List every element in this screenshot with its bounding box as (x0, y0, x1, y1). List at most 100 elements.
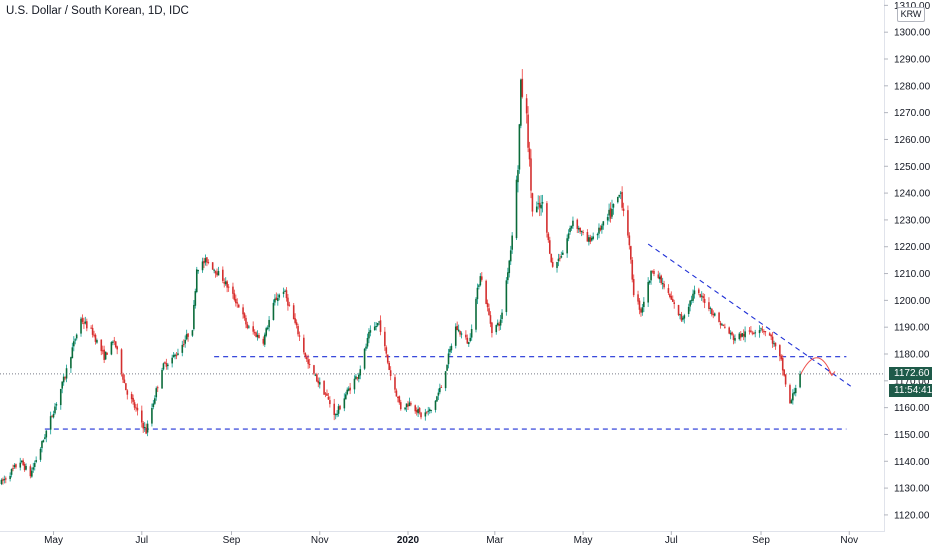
candle-body (774, 342, 777, 347)
currency-badge[interactable]: KRW (897, 7, 925, 22)
candle-body (165, 363, 168, 367)
candle-body (243, 313, 246, 318)
candle-body (317, 380, 320, 384)
candle-body (551, 261, 554, 267)
candle-body (444, 371, 447, 389)
price-tick-label: 1260.00 (894, 135, 931, 146)
candle-body (479, 276, 482, 286)
candle-body (376, 322, 379, 326)
candle-body (608, 209, 610, 216)
candle-body (346, 389, 349, 395)
candle-body (356, 377, 359, 379)
candle-body (773, 343, 775, 345)
candle-body (203, 260, 205, 264)
candle-body (395, 390, 398, 397)
candle-body (606, 217, 609, 221)
candle-body (677, 304, 680, 315)
candle-body (35, 460, 37, 462)
candle-body (763, 331, 765, 333)
candle-body (378, 321, 380, 323)
candle-body (194, 291, 197, 306)
candle-body (80, 318, 82, 334)
candle-body (682, 317, 684, 320)
candle-body (602, 221, 605, 226)
candle-body (770, 334, 772, 337)
candle-body (64, 377, 66, 379)
symbol-legend[interactable]: U.S. Dollar / South Korean, 1D, IDC (6, 5, 189, 17)
candle-body (253, 332, 256, 334)
candle-body (161, 369, 163, 389)
candle-body (13, 465, 16, 468)
price-tick-label: 1300.00 (894, 28, 931, 39)
projection-arrow[interactable] (799, 357, 833, 376)
candle-body (537, 203, 540, 205)
candle-body (457, 329, 460, 332)
candle-body (22, 460, 24, 466)
candle-body (650, 270, 652, 281)
candle-body (520, 79, 522, 126)
candle-body (184, 339, 186, 344)
candle-body (414, 405, 417, 412)
candle-body (540, 204, 542, 209)
candle-body (616, 196, 619, 203)
candle-body (598, 227, 600, 234)
candle-body (609, 208, 612, 219)
candle-body (466, 337, 469, 344)
candle-body (122, 374, 124, 380)
candle-body (344, 394, 347, 400)
candle-body (734, 338, 736, 341)
candle-body (42, 440, 45, 443)
drawing-annotations[interactable] (44, 243, 852, 430)
candle-body (631, 259, 634, 280)
candle-body (436, 396, 438, 402)
candle-body (527, 114, 529, 148)
candle-body (590, 237, 593, 241)
price-tick-label: 1140.00 (894, 457, 930, 468)
candle-body (388, 362, 390, 371)
candle-body (96, 340, 98, 343)
candle-body (12, 467, 14, 469)
candle-body (375, 326, 377, 328)
candle-body (517, 170, 519, 183)
candle-body (415, 410, 418, 413)
price-tick-label: 1130.00 (894, 484, 930, 495)
candle-body (143, 427, 146, 429)
candle-body (353, 378, 356, 390)
candle-body (789, 385, 791, 404)
candle-body (719, 322, 722, 326)
candle-body (525, 98, 528, 114)
candle-body (359, 369, 362, 376)
candle-body (297, 326, 299, 335)
price-tick-label: 1120.00 (894, 510, 930, 521)
candle-body (447, 353, 450, 365)
candle-body (316, 374, 318, 382)
candle-body (389, 370, 392, 377)
candle-body (486, 302, 489, 308)
candle-body (683, 315, 686, 319)
time-scale[interactable]: May Jul Sep Nov 2020 Mar May Jul Sep Nov (44, 531, 858, 546)
candle-body (201, 261, 204, 271)
candle-body (618, 194, 621, 197)
candle-body (779, 345, 781, 357)
candle-body (223, 282, 226, 284)
candle-body (439, 387, 441, 393)
candle-body (408, 402, 411, 407)
candle-body (671, 299, 674, 302)
candle-body (204, 258, 207, 263)
price-scale[interactable]: 1120.00 1130.00 1140.00 1150.00 1160.00 1170.… (884, 1, 931, 522)
candle-series[interactable] (0, 69, 801, 486)
candle-body (216, 272, 218, 276)
candle-body (417, 408, 419, 414)
candle-body (647, 282, 649, 303)
candle-body (703, 298, 706, 304)
candle-body (567, 233, 570, 239)
projection-arrow-head (828, 371, 836, 377)
candle-body (65, 368, 68, 379)
price-tick-label: 1270.00 (894, 108, 931, 119)
candle-body (71, 347, 74, 359)
candle-body (426, 411, 428, 413)
candle-body (41, 441, 43, 449)
price-tick-label: 1180.00 (894, 350, 930, 361)
candle-body (211, 262, 214, 270)
